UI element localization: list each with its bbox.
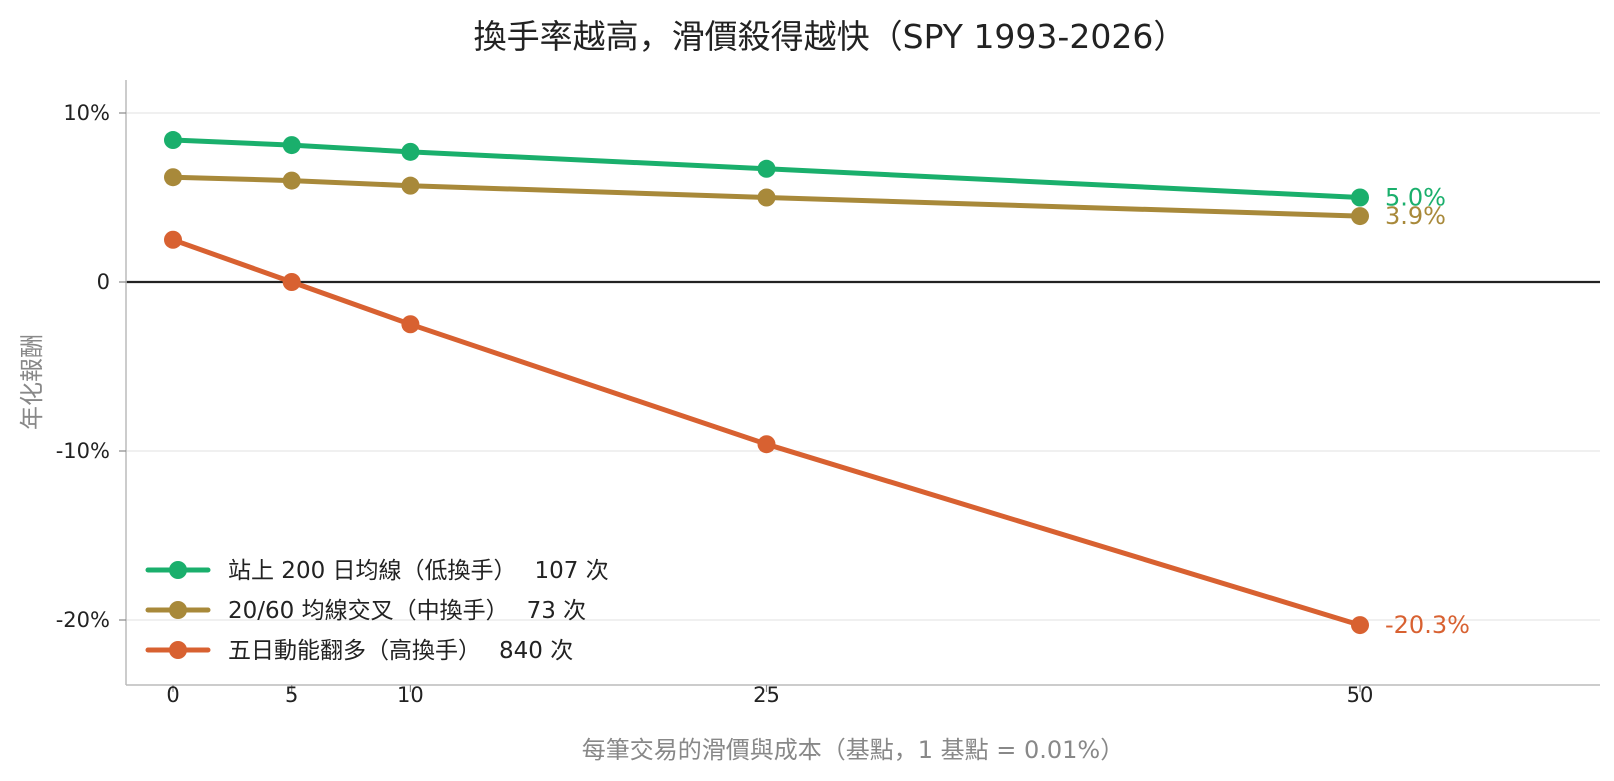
data-point (401, 142, 420, 161)
legend-entry-count: 840 次 (499, 638, 573, 664)
data-point (1351, 207, 1369, 226)
y-tick-label: -20% (56, 608, 110, 632)
legend-entry-name: 五日動能翻多（高換手） (228, 638, 481, 664)
legend-swatch-marker (169, 561, 187, 579)
legend-entry-name: 站上 200 日均線（低換手） (228, 558, 517, 584)
data-point (164, 230, 182, 249)
data-point (1351, 188, 1369, 207)
legend: 站上 200 日均線（低換手） 107 次 20/60 均線交叉（中換手） 73 次五… (145, 558, 609, 664)
end-labels: 5.0%3.9% -20.3% (1385, 184, 1470, 640)
data-point (164, 168, 182, 187)
y-tick-label: 0 (97, 270, 110, 294)
x-tick-label: 10 (397, 683, 424, 707)
data-point (282, 136, 301, 155)
data-point (282, 171, 301, 190)
x-axis-label: 每筆交易的滑價與成本（基點，1 基點 = 0.01%） (582, 736, 1125, 764)
end-value-label: 5.0% (1385, 184, 1446, 212)
x-tick-label: 5 (285, 683, 298, 707)
data-point (757, 435, 776, 454)
y-ticks: 10% 0 -10% -20% (56, 101, 126, 632)
data-point (757, 159, 776, 178)
grid (126, 112, 1600, 621)
series-group (164, 131, 1369, 635)
end-value-label: 3.9% (1385, 202, 1446, 230)
x-ticks: 0 5 10 25 50 (166, 683, 1373, 707)
data-point (1351, 616, 1369, 635)
data-point (282, 273, 301, 291)
x-tick-label: 0 (166, 683, 179, 707)
data-point (164, 131, 182, 150)
data-point (401, 176, 420, 195)
data-point (401, 315, 420, 334)
y-tick-label: -10% (56, 439, 110, 463)
legend-swatch-marker (169, 641, 187, 659)
x-tick-label: 50 (1347, 683, 1374, 707)
legend-entry-name: 20/60 均線交叉（中換手） (228, 598, 509, 624)
legend-swatch-marker (169, 601, 187, 619)
y-axis-label: 年化報酬 (18, 334, 46, 430)
data-point (757, 188, 776, 207)
x-tick-label: 25 (753, 683, 780, 707)
end-value-label: -20.3% (1385, 611, 1470, 639)
axes (125, 80, 1600, 686)
legend-entry-count: 73 次 (527, 598, 587, 624)
legend-entry-count: 107 次 (535, 558, 609, 584)
y-tick-label: 10% (63, 101, 110, 125)
chart-title: 換手率越高，滑價殺得越快（SPY 1993-2026） (474, 17, 1187, 56)
